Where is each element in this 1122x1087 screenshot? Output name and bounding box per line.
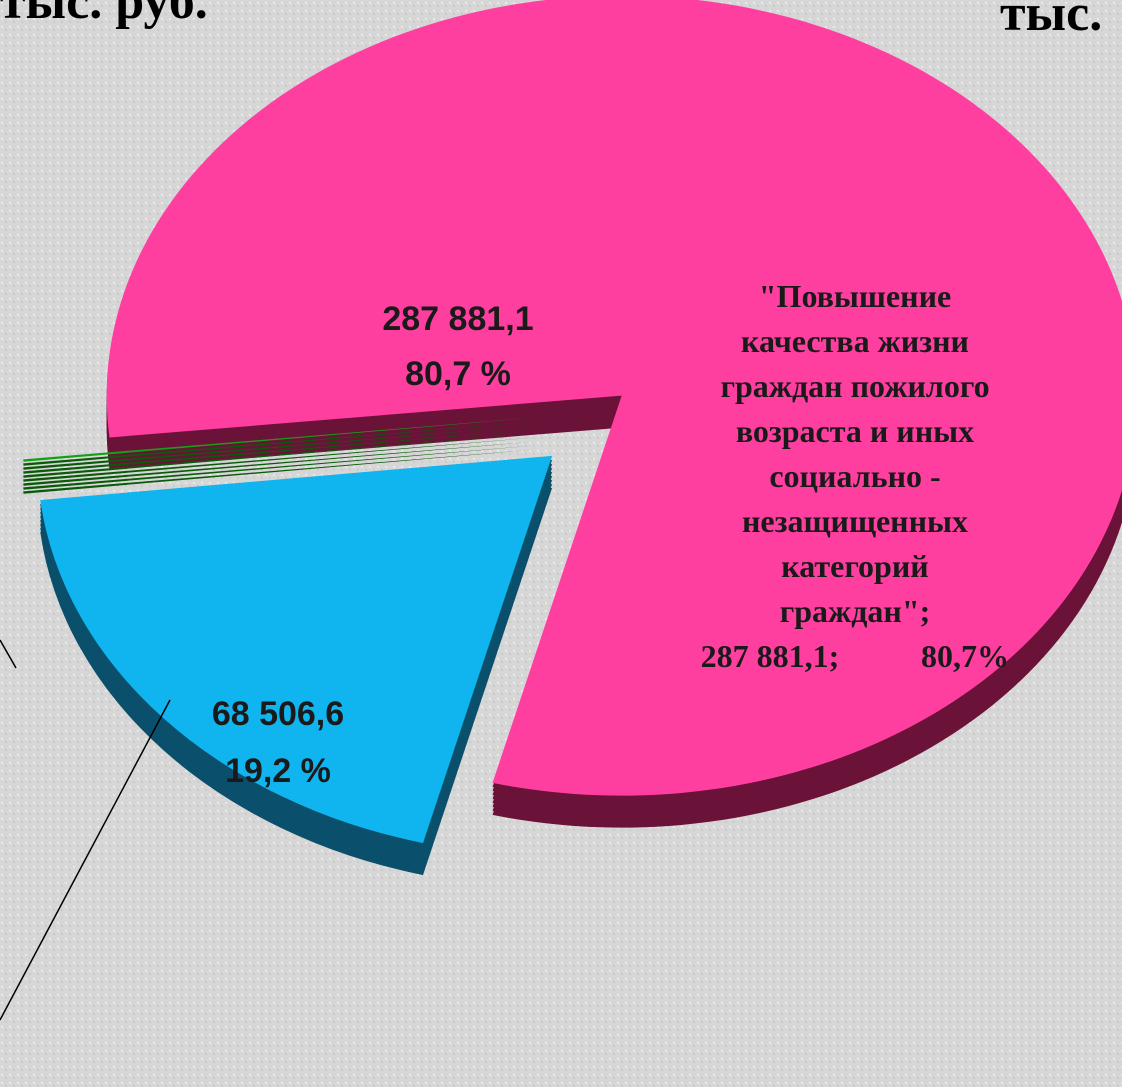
title: тыс. руб. [0, 0, 208, 30]
slice [23, 417, 536, 462]
percent-label: 80,7 % [405, 355, 511, 393]
slice-side [23, 421, 536, 466]
slice-side [23, 449, 536, 494]
percent-label: 19,2 % [225, 752, 331, 790]
value-label: 68 506,6 [212, 695, 344, 733]
callout-percent: 80,7% [921, 638, 1009, 674]
leader-line [0, 699, 171, 1021]
labels: 287 881,1 80,7 % 68 506,6 19,2 % "Повышение к… [212, 278, 1009, 790]
slice [106, 0, 1122, 796]
slice-side [23, 429, 536, 474]
slice-side [23, 441, 536, 486]
slice-side [23, 433, 536, 478]
slice-side [23, 437, 536, 482]
slice [40, 455, 553, 844]
slice-side [23, 425, 536, 470]
title-right: тыс. [1000, 0, 1102, 42]
slice-side [23, 445, 536, 490]
pie [23, 0, 1122, 876]
category-label: "Повышение качества жизни граждан пожилого… [720, 278, 989, 629]
callout-value: 287 881,1; [701, 638, 840, 674]
leader-line [0, 639, 17, 669]
value-label: 287 881,1 [382, 300, 533, 338]
